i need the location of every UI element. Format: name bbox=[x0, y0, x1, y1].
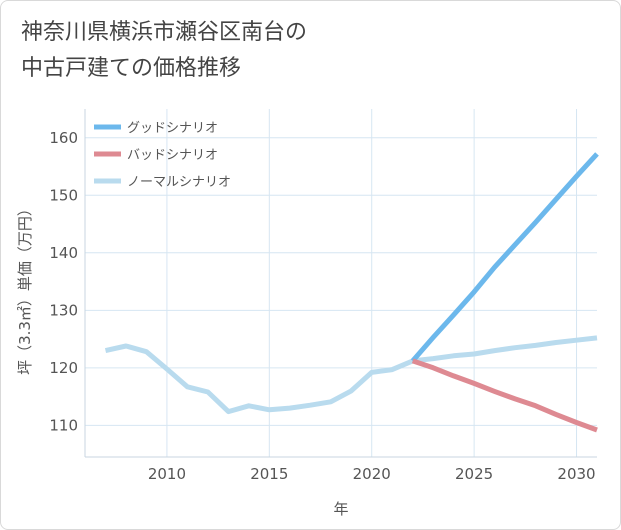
series-line-1 bbox=[411, 358, 598, 433]
plot-frame bbox=[84, 109, 597, 458]
grid bbox=[85, 109, 597, 457]
y-axis-ticks: 110 120 130 140 150 160 bbox=[49, 129, 78, 435]
x-tick-label-2015: 2015 bbox=[250, 465, 288, 483]
chart-title-line-1: 神奈川県横浜市瀬谷区南台の bbox=[21, 20, 308, 45]
y-tick-label-120: 120 bbox=[49, 359, 78, 377]
y-tick-label-150: 150 bbox=[49, 186, 78, 204]
y-tick-label-130: 130 bbox=[49, 301, 78, 319]
y-tick-label-160: 160 bbox=[49, 129, 78, 147]
legend-label-2: ノーマルシナリオ bbox=[127, 175, 231, 190]
y-axis-label: 坪（3.3㎡）単価（万円） bbox=[16, 201, 34, 375]
series-line-2 bbox=[104, 335, 598, 415]
legend-label-0: グッドシナリオ bbox=[127, 121, 218, 136]
x-axis-ticks: 2010 2015 2020 2025 2030 bbox=[148, 465, 596, 483]
chart-title: 神奈川県横浜市瀬谷区南台の 中古戸建ての価格推移 bbox=[21, 15, 307, 87]
x-axis-label: 年 bbox=[333, 500, 348, 518]
x-tick-label-2030: 2030 bbox=[557, 465, 595, 483]
series-lines bbox=[104, 152, 599, 433]
y-tick-label-110: 110 bbox=[49, 416, 78, 434]
x-tick-label-2010: 2010 bbox=[148, 465, 186, 483]
x-tick-label-2020: 2020 bbox=[353, 465, 391, 483]
series-line-0 bbox=[410, 152, 599, 363]
y-tick-label-140: 140 bbox=[49, 244, 78, 262]
legend-label-1: バッドシナリオ bbox=[127, 148, 218, 163]
chart-title-line-2: 中古戸建ての価格推移 bbox=[21, 56, 242, 81]
x-tick-label-2025: 2025 bbox=[455, 465, 493, 483]
